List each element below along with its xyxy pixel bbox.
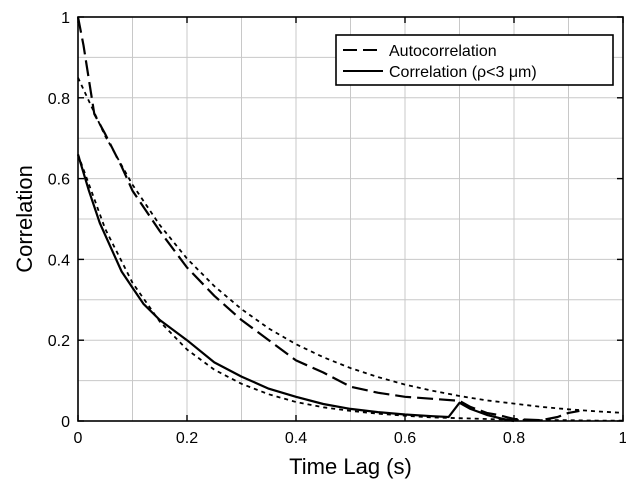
y-tick-label: 0 (61, 414, 70, 431)
y-axis-title: Correlation (12, 165, 37, 273)
legend-label-correlation: Correlation (ρ<3 μm) (389, 64, 537, 81)
y-tick-label: 0.4 (48, 252, 70, 269)
tick-labels: 0 0.2 0.4 0.6 0.8 1 0 0.2 0.4 0.6 0.8 1 (48, 10, 626, 447)
y-tick-label: 0.8 (48, 91, 70, 108)
y-tick-label: 1 (61, 10, 70, 27)
series-lines (76, 16, 624, 423)
series-line-0 (76, 16, 580, 422)
x-tick-label: 0 (74, 430, 83, 447)
x-tick-label: 1 (619, 430, 626, 447)
axis-ticks (77, 16, 624, 422)
y-tick-label: 0.6 (48, 172, 70, 189)
x-tick-label: 0.8 (503, 430, 525, 447)
series-line-1 (77, 77, 624, 414)
legend-label-autocorrelation: Autocorrelation (389, 43, 497, 60)
x-tick-label: 0.4 (285, 430, 307, 447)
plot-frame (77, 16, 624, 422)
x-tick-label: 0.2 (176, 430, 198, 447)
y-tick-label: 0.2 (48, 333, 70, 350)
legend-box (335, 34, 614, 86)
series-line-3 (77, 154, 623, 422)
series-line-2 (76, 154, 515, 423)
legend: Autocorrelation Correlation (ρ<3 μm) (335, 34, 614, 86)
x-tick-label: 0.6 (394, 430, 416, 447)
x-axis-title: Time Lag (s) (289, 454, 412, 479)
